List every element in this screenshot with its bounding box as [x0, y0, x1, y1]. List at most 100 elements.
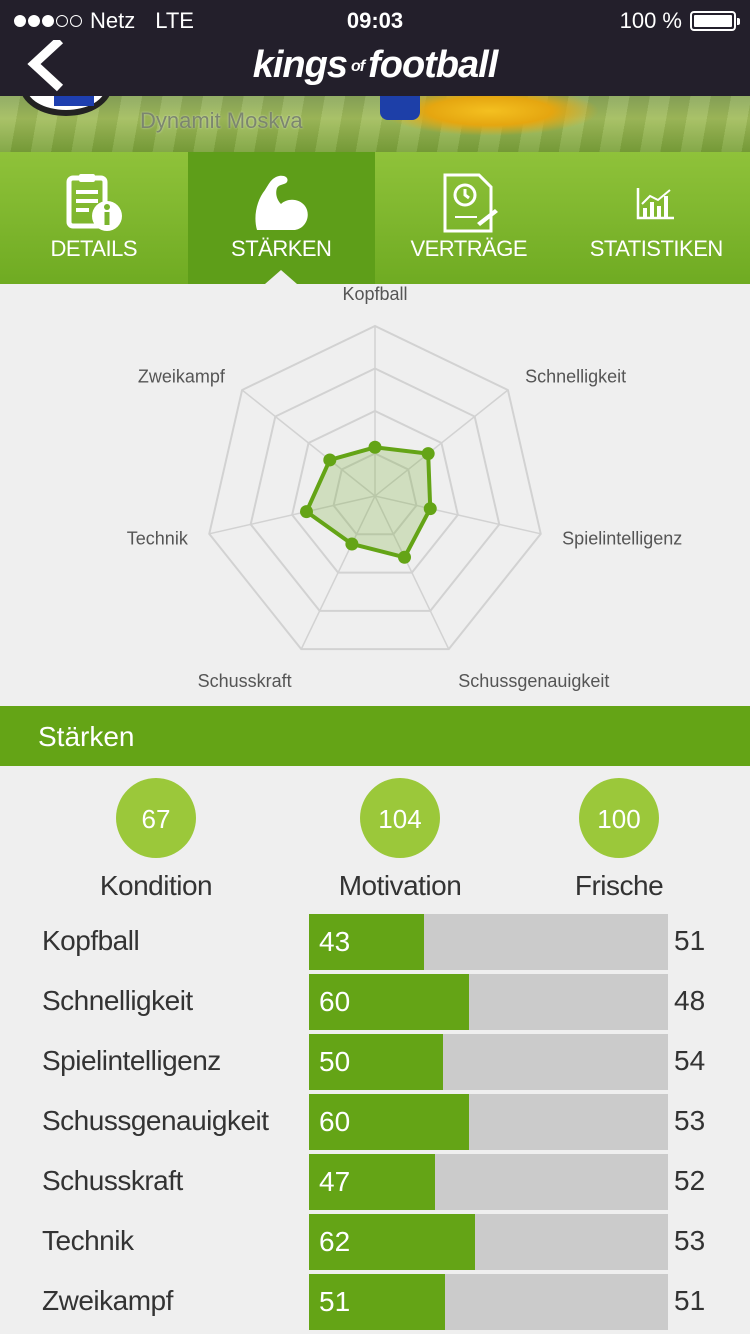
document-info-icon	[66, 174, 122, 231]
radar-grid-ring	[249, 367, 501, 612]
flexed-arm-icon	[255, 175, 309, 230]
tab-details[interactable]: DETAILS	[0, 152, 188, 284]
radar-axis-label: Schusskraft	[198, 671, 292, 691]
radar-point	[299, 505, 313, 519]
radar-point	[421, 447, 435, 461]
stat-motivation: 104 Motivation	[290, 778, 510, 902]
bar-row-spielintelligenz: Spielintelligenz 50 54	[0, 1033, 750, 1093]
bar-track: 62	[309, 1214, 668, 1270]
radar-point	[368, 440, 382, 454]
radar-axis-label: Spielintelligenz	[562, 529, 682, 549]
stat-bubble: 67	[116, 778, 196, 858]
bar-label: Spielintelligenz	[42, 1045, 221, 1076]
bar-track: 60	[309, 974, 668, 1030]
radar-series	[304, 445, 433, 560]
bar-track: 51	[309, 1274, 668, 1330]
bar-fill	[309, 1214, 475, 1270]
tab-label: VERTRÄGE	[410, 236, 528, 261]
tab-label: STÄRKEN	[231, 236, 332, 261]
stat-label: Kondition	[99, 870, 213, 901]
contract-icon	[443, 173, 498, 233]
strengths-radar-chart: Kopfball Schnelligkeit Spielintelligenz Sch…	[0, 284, 750, 706]
team-banner: Dynamit Moskva	[0, 96, 750, 152]
bar-value: 47	[319, 1166, 351, 1197]
app-logo: kings of football	[252, 44, 499, 86]
bar-label: Schnelligkeit	[42, 985, 193, 1016]
bar-compare-value: 51	[674, 925, 706, 956]
bar-fill	[309, 974, 469, 1030]
bar-label: Kopfball	[42, 925, 140, 956]
stat-bubble: 104	[360, 778, 440, 858]
radar-point	[398, 550, 412, 564]
nav-bar: kings of football	[0, 36, 750, 96]
bar-value: 60	[319, 1106, 351, 1137]
bar-value: 43	[319, 926, 351, 957]
bar-fill	[309, 1094, 469, 1150]
tab-vertraege[interactable]: VERTRÄGE	[375, 152, 563, 284]
bar-fill	[309, 1154, 435, 1210]
section-title: Stärken	[0, 706, 750, 766]
battery-icon	[690, 11, 740, 31]
bar-compare-value: 48	[674, 985, 706, 1016]
bar-fill	[309, 1274, 445, 1330]
radar-axis-label: Kopfball	[342, 284, 407, 304]
bar-row-schussgenauigkeit: Schussgenauigkeit 60 53	[0, 1093, 750, 1153]
bar-value: 62	[319, 1226, 351, 1257]
network-type: LTE	[155, 8, 194, 33]
team-name: Dynamit Moskva	[140, 108, 303, 133]
status-bar: Netz LTE 09:03 100 %	[0, 0, 750, 40]
radar-grid-ring	[291, 409, 459, 574]
bar-track: 50	[309, 1034, 668, 1090]
bar-compare-value: 53	[674, 1105, 706, 1136]
radar-spoke	[300, 495, 376, 650]
bar-compare-value: 53	[674, 1225, 706, 1256]
stat-kondition: 67 Kondition	[46, 778, 266, 902]
radar-spoke	[374, 495, 450, 650]
signal-strength-icon	[14, 15, 82, 27]
radar-axis-label: Schnelligkeit	[525, 366, 626, 386]
bar-fill	[309, 914, 424, 970]
radar-spoke	[209, 495, 376, 535]
bar-compare-value: 54	[674, 1045, 706, 1076]
bar-track: 47	[309, 1154, 668, 1210]
bar-compare-value: 52	[674, 1165, 706, 1196]
radar-svg: Kopfball Schnelligkeit Spielintelligenz Sch…	[127, 284, 682, 691]
bar-label: Schussgenauigkeit	[42, 1105, 269, 1136]
tab-staerken[interactable]: STÄRKEN	[187, 152, 375, 284]
bar-track: 43	[309, 914, 668, 970]
chart-icon	[637, 188, 675, 220]
stat-frische: 100 Frische	[509, 778, 729, 902]
bar-label: Zweikampf	[42, 1285, 173, 1316]
back-button[interactable]	[22, 36, 82, 96]
summary-stats: 67 Kondition 104 Motivation 100 Frische	[0, 778, 750, 908]
bar-row-schusskraft: Schusskraft 47 52	[0, 1153, 750, 1213]
radar-point	[345, 537, 359, 551]
stat-bubble: 100	[579, 778, 659, 858]
stat-label: Motivation	[338, 870, 462, 901]
bar-row-kopfball: Kopfball 43 51	[0, 913, 750, 973]
battery-percent: 100 %	[619, 8, 682, 33]
status-time: 09:03	[346, 8, 404, 33]
tab-label: DETAILS	[50, 236, 138, 261]
bar-row-zweikampf: Zweikampf 51 51	[0, 1273, 750, 1333]
radar-spoke	[374, 389, 509, 497]
chevron-left-icon	[27, 36, 64, 92]
bar-label: Schusskraft	[42, 1165, 183, 1196]
radar-axis-label: Technik	[127, 529, 189, 549]
bar-value: 51	[319, 1286, 351, 1317]
bar-track: 60	[309, 1094, 668, 1150]
radar-axis-label: Zweikampf	[138, 366, 226, 386]
bar-value: 60	[319, 986, 351, 1017]
tab-label: STATISTIKEN	[589, 236, 724, 261]
radar-grid-ring	[332, 452, 418, 536]
radar-grid-ring	[208, 324, 542, 651]
bar-fill	[309, 1034, 443, 1090]
tab-statistiken[interactable]: STATISTIKEN	[563, 152, 750, 284]
status-right: 100 %	[619, 8, 740, 34]
radar-spoke	[374, 495, 541, 535]
radar-spoke	[241, 389, 376, 497]
bar-compare-value: 51	[674, 1285, 706, 1316]
stat-label: Frische	[574, 870, 664, 901]
tab-bar: DETAILS STÄRKEN VERTRÄGE	[0, 152, 750, 284]
radar-axis-label: Schussgenauigkeit	[458, 671, 609, 691]
